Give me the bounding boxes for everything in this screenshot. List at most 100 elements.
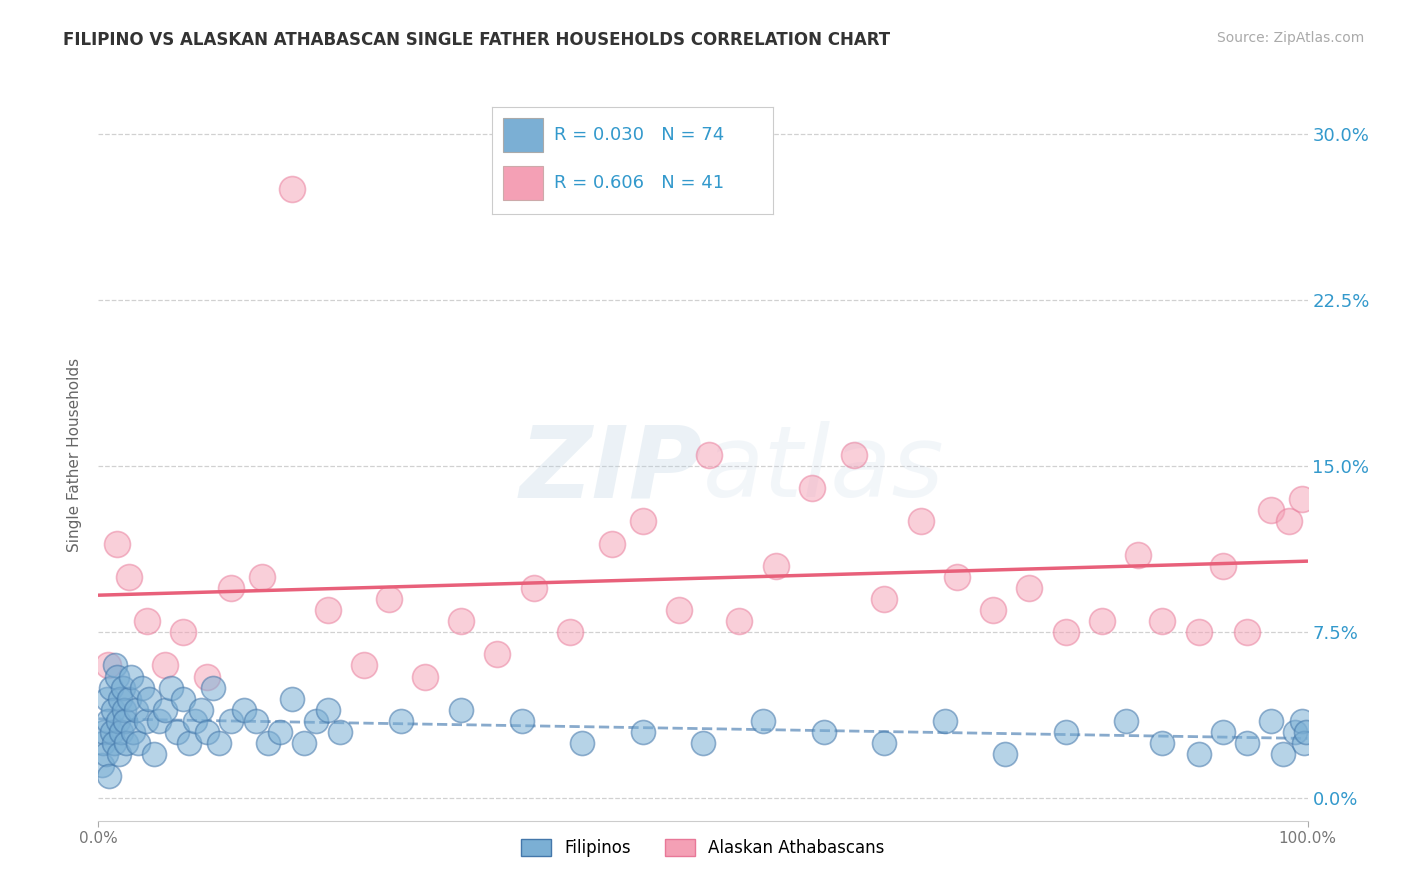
Point [269, 725, 291, 739]
Point [697, 448, 720, 462]
Point [1091, 614, 1114, 628]
Point [97, 658, 120, 673]
Point [389, 714, 412, 728]
Text: ZIP: ZIP [520, 421, 703, 518]
Point [97, 714, 120, 728]
Point [135, 714, 157, 728]
Point [100, 725, 122, 739]
Point [1054, 625, 1077, 640]
Bar [503, 118, 543, 152]
Point [813, 725, 835, 739]
Point [122, 725, 145, 739]
Point [1054, 725, 1077, 739]
Point [292, 736, 315, 750]
Point [523, 581, 546, 595]
Point [108, 747, 131, 761]
Point [450, 703, 472, 717]
Point [153, 703, 176, 717]
Point [305, 714, 328, 728]
Point [752, 714, 775, 728]
Point [172, 691, 194, 706]
Point [179, 736, 201, 750]
Point [281, 691, 304, 706]
Point [111, 681, 134, 695]
Point [413, 669, 436, 683]
Point [166, 725, 188, 739]
Text: FILIPINO VS ALASKAN ATHABASCAN SINGLE FATHER HOUSEHOLDS CORRELATION CHART: FILIPINO VS ALASKAN ATHABASCAN SINGLE FA… [63, 31, 890, 49]
Point [148, 714, 170, 728]
Point [1291, 714, 1313, 728]
Point [118, 691, 141, 706]
Point [125, 703, 148, 717]
Point [558, 625, 581, 640]
Point [114, 714, 136, 728]
Legend: Filipinos, Alaskan Athabascans: Filipinos, Alaskan Athabascans [515, 832, 891, 863]
Point [110, 725, 132, 739]
Point [728, 614, 751, 628]
Point [910, 515, 932, 529]
Point [1272, 747, 1295, 761]
Point [112, 703, 135, 717]
Point [946, 570, 969, 584]
Point [138, 691, 160, 706]
Point [190, 703, 212, 717]
Point [844, 448, 866, 462]
Point [316, 603, 339, 617]
Point [91, 736, 114, 750]
Y-axis label: Single Father Households: Single Father Households [67, 358, 83, 552]
Point [153, 658, 176, 673]
Point [250, 570, 273, 584]
Point [510, 714, 533, 728]
Point [1284, 725, 1306, 739]
Point [1278, 515, 1301, 529]
Point [1292, 736, 1315, 750]
Point [631, 515, 654, 529]
Point [195, 725, 218, 739]
Point [800, 481, 823, 495]
Point [120, 669, 142, 683]
Point [765, 558, 787, 573]
Point [1188, 625, 1211, 640]
Point [873, 592, 896, 607]
Point [1152, 614, 1174, 628]
Point [184, 714, 207, 728]
Point [377, 592, 399, 607]
Point [353, 658, 375, 673]
Point [100, 681, 122, 695]
Point [91, 758, 114, 772]
Point [873, 736, 896, 750]
Point [256, 736, 278, 750]
Point [631, 725, 654, 739]
Point [281, 182, 304, 196]
Point [1236, 736, 1258, 750]
Point [118, 570, 141, 584]
Point [1152, 736, 1174, 750]
Point [1260, 503, 1282, 517]
Text: R = 0.606   N = 41: R = 0.606 N = 41 [554, 174, 724, 192]
Point [98, 769, 121, 783]
Point [486, 648, 509, 662]
Point [135, 614, 157, 628]
Point [107, 714, 129, 728]
Bar [503, 166, 543, 200]
Point [934, 714, 956, 728]
Point [1212, 558, 1234, 573]
Point [105, 536, 128, 550]
Point [1291, 492, 1313, 507]
Point [1188, 747, 1211, 761]
Point [93, 725, 115, 739]
Text: R = 0.030   N = 74: R = 0.030 N = 74 [554, 126, 724, 144]
Point [101, 703, 124, 717]
Point [195, 669, 218, 683]
Point [1260, 714, 1282, 728]
Text: Source: ZipAtlas.com: Source: ZipAtlas.com [1216, 31, 1364, 45]
Point [160, 681, 183, 695]
Point [103, 736, 125, 750]
Point [94, 747, 117, 761]
Point [981, 603, 1004, 617]
Point [1115, 714, 1137, 728]
Point [221, 714, 243, 728]
Point [994, 747, 1017, 761]
Point [127, 736, 149, 750]
Point [602, 536, 624, 550]
